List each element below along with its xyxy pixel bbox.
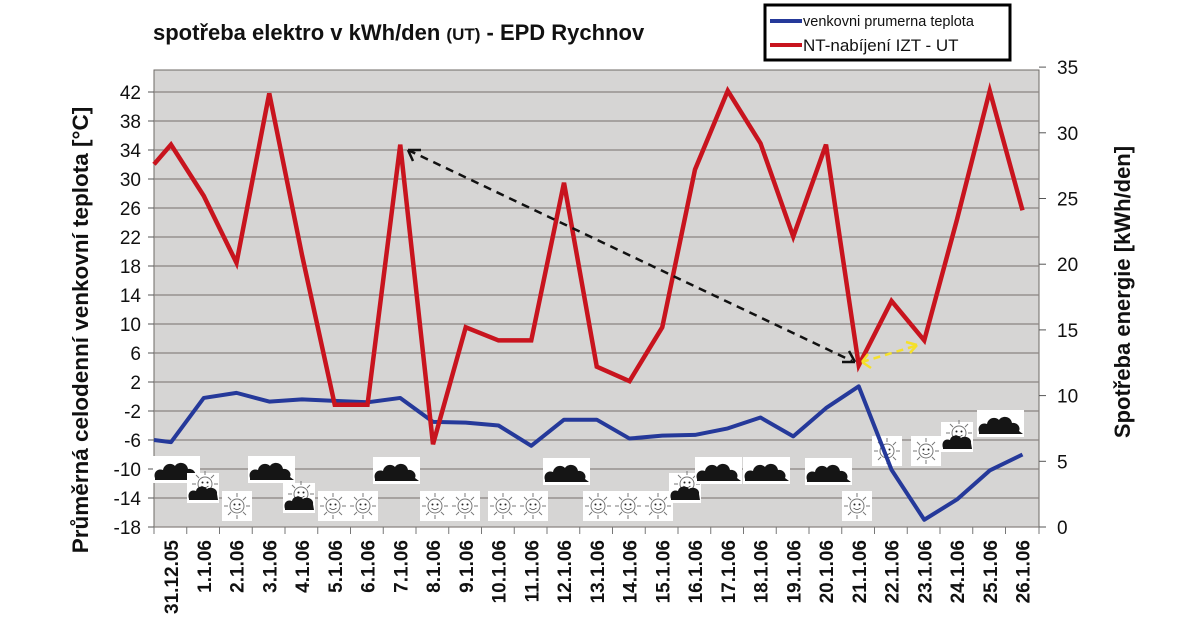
- x-tick-label: 5.1.06: [326, 540, 347, 593]
- cloud-icon: [805, 458, 852, 485]
- left-tick-label: 34: [120, 141, 142, 162]
- left-tick-label: -18: [114, 518, 141, 539]
- left-tick-label: 10: [120, 315, 141, 336]
- x-tick-label: 10.1.06: [490, 540, 511, 603]
- right-tick-label: 0: [1057, 518, 1068, 539]
- left-tick-label: 26: [120, 199, 141, 220]
- x-tick-label: 2.1.06: [228, 540, 249, 593]
- right-tick-label: 10: [1057, 387, 1078, 408]
- sun-icon: [450, 491, 480, 521]
- x-tick-label: 22.1.06: [883, 540, 904, 603]
- x-tick-label: 13.1.06: [588, 540, 609, 603]
- x-tick-label: 9.1.06: [457, 540, 478, 593]
- sun-icon: [318, 491, 348, 521]
- left-tick-label: 42: [120, 83, 141, 104]
- x-tick-label: 8.1.06: [424, 540, 445, 593]
- left-tick-label: -6: [124, 431, 141, 452]
- x-tick-label: 24.1.06: [948, 540, 969, 603]
- title-tail: - EPD Rychnov: [480, 20, 645, 45]
- x-tick-label: 21.1.06: [850, 540, 871, 603]
- yellow-dashed-arrow: [861, 340, 918, 370]
- x-tick-label: 16.1.06: [686, 540, 707, 603]
- right-axis: 35 30 25 20 15 10 5 0: [1039, 58, 1078, 539]
- right-tick-label: 35: [1057, 58, 1078, 79]
- left-tick-label: -2: [124, 402, 141, 423]
- left-axis-title: Průměrná celodenní venkovní teplota [°C]: [68, 107, 93, 554]
- left-tick-label: 6: [130, 344, 141, 365]
- x-tick-label: 18.1.06: [752, 540, 773, 603]
- x-tick-label: 4.1.06: [293, 540, 314, 593]
- x-tick-label: 1.1.06: [195, 540, 216, 593]
- chart-title: spotřeba elektro v kWh/den (UT) - EPD Ry…: [153, 20, 645, 45]
- left-tick-label: 30: [120, 170, 141, 191]
- sun-icon: [613, 491, 643, 521]
- right-axis-title: Spotřeba energie [kWh/den]: [1110, 146, 1135, 438]
- right-tick-label: 5: [1057, 452, 1068, 473]
- sun-behind-cloud-icon: [941, 419, 973, 452]
- energy-line: [152, 81, 1025, 445]
- sun-icon: [420, 491, 450, 521]
- sun-icon: [583, 491, 613, 521]
- left-tick-label: -10: [114, 460, 141, 481]
- cloud-icon: [743, 457, 790, 484]
- legend-label-energy: NT-nabíjení IZT - UT: [803, 36, 959, 55]
- legend-label-temperature: venkovni prumerna teplota: [803, 14, 975, 30]
- sun-icon: [348, 491, 378, 521]
- temperature-line: [153, 384, 1024, 522]
- x-tick-label: 23.1.06: [915, 540, 936, 603]
- right-tick-label: 25: [1057, 190, 1078, 211]
- x-axis: 31.12.05 1.1.06 2.1.06 3.1.06 4.1.06 5.1.06 6.…: [153, 527, 1040, 614]
- sun-icon: [518, 491, 548, 521]
- x-tick-label: 12.1.06: [555, 540, 576, 603]
- right-tick-label: 30: [1057, 124, 1078, 145]
- x-tick-label: 19.1.06: [784, 540, 805, 603]
- left-axis: 42 38 34 30 26 22 18 14 10 6 2 -2 -6 -10 -14 -18: [114, 83, 154, 539]
- x-tick-label: 7.1.06: [391, 540, 412, 593]
- right-tick-label: 20: [1057, 255, 1078, 276]
- cloud-icon: [248, 456, 295, 483]
- left-tick-label: -14: [114, 489, 142, 510]
- cloud-icon: [695, 457, 742, 484]
- left-tick-label: 38: [120, 112, 141, 133]
- left-tick-label: 22: [120, 228, 141, 249]
- right-tick-label: 15: [1057, 321, 1078, 342]
- x-tick-label: 31.12.05: [162, 540, 183, 614]
- left-tick-label: 2: [130, 373, 141, 394]
- weather-icons: [153, 410, 1024, 521]
- sun-icon: [222, 491, 252, 521]
- cloud-icon: [977, 410, 1024, 437]
- x-tick-label: 3.1.06: [260, 540, 281, 593]
- x-tick-label: 20.1.06: [817, 540, 838, 603]
- x-tick-label: 15.1.06: [653, 540, 674, 603]
- left-tick-label: 18: [120, 257, 141, 278]
- sun-icon: [842, 491, 872, 521]
- black-dashed-arrow: [406, 148, 857, 364]
- sun-behind-cloud-icon: [187, 470, 219, 503]
- title-main: spotřeba elektro v kWh/den: [153, 20, 446, 45]
- x-tick-label: 25.1.06: [981, 540, 1002, 603]
- sun-behind-cloud-icon: [283, 480, 315, 513]
- x-tick-label: 17.1.06: [719, 540, 740, 603]
- cloud-icon: [543, 458, 590, 485]
- sun-icon: [911, 436, 941, 466]
- title-small: (UT): [446, 25, 480, 44]
- x-tick-label: 11.1.06: [522, 540, 543, 602]
- sun-icon: [488, 491, 518, 521]
- x-tick-label: 14.1.06: [621, 540, 642, 603]
- x-tick-label: 6.1.06: [359, 540, 380, 593]
- left-tick-label: 14: [120, 286, 142, 307]
- legend: venkovni prumerna teplota NT-nabíjení IZ…: [763, 3, 1012, 62]
- x-tick-label: 26.1.06: [1014, 540, 1035, 603]
- sun-icon: [643, 491, 673, 521]
- cloud-icon: [373, 457, 420, 484]
